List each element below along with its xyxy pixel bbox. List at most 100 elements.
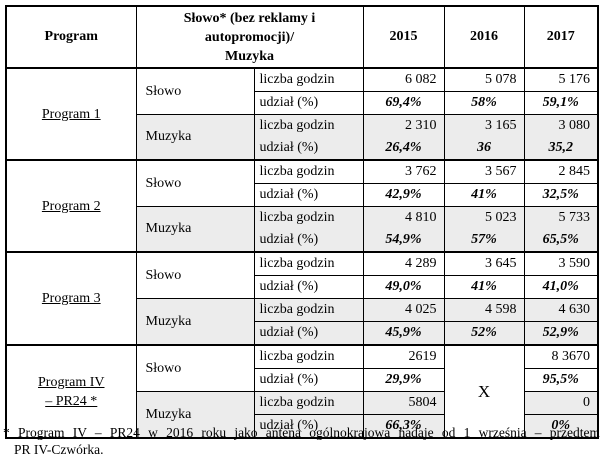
p2-muzyka-share-2017: 65,5% <box>523 228 599 253</box>
share-label: udział (%) <box>253 275 364 299</box>
hours-label: liczba godzin <box>253 251 364 276</box>
p3-muzyka-hours-2015: 4 025 <box>362 298 445 322</box>
p3-slowo-hours-2016: 3 645 <box>443 251 525 276</box>
p2-slowo-hours-2016: 3 567 <box>443 159 525 184</box>
header-slowo-muzyka-line3: Muzyka <box>225 48 274 64</box>
p4-slowo-hours-2015: 2619 <box>362 344 445 369</box>
p4-muzyka-hours-2015: 5804 <box>362 391 445 415</box>
p3-slowo-share-2015: 49,0% <box>362 275 445 299</box>
hours-label: liczba godzin <box>253 344 364 369</box>
program3-name-cell: Program 3 <box>5 251 137 346</box>
program3-muzyka-share-row: udział (%) 45,9% 52% 52,9% <box>6 321 599 346</box>
p2-slowo-share-2015: 42,9% <box>362 183 445 207</box>
p3-muzyka-hours-2017: 4 630 <box>523 298 599 322</box>
share-label: udział (%) <box>253 91 364 115</box>
program3-slowo-share-row: udział (%) 49,0% 41% 41,0% <box>6 275 599 299</box>
program4-slowo-label: Słowo <box>135 344 255 392</box>
p4-muzyka-share-2017: 0% <box>523 414 599 439</box>
p2-muzyka-share-2016: 57% <box>443 228 525 253</box>
program2-slowo-label: Słowo <box>135 159 255 207</box>
p2-slowo-share-2017: 32,5% <box>523 183 599 207</box>
table-header-row: Program Słowo* (bez reklamy i autopromoc… <box>5 5 599 69</box>
p1-muzyka-share-2015: 26,4% <box>362 136 445 161</box>
header-year-2016: 2016 <box>443 5 525 69</box>
program2-muzyka-share-row: udział (%) 54,9% 57% 65,5% <box>6 228 599 253</box>
p1-slowo-share-2015: 69,4% <box>362 91 445 115</box>
program4-muzyka-label: Muzyka <box>135 391 255 439</box>
p3-muzyka-hours-2016: 4 598 <box>443 298 525 322</box>
program2-name-cell: Program 2 <box>5 159 137 253</box>
program3-muzyka-label: Muzyka <box>135 298 255 346</box>
header-slowo-muzyka-line2: autopromocji)/ <box>204 29 295 45</box>
program2-slowo-share-row: udział (%) 42,9% 41% 32,5% <box>6 183 599 207</box>
p1-slowo-hours-2017: 5 176 <box>523 67 599 92</box>
p4-muzyka-share-2015: 66,3% <box>362 414 445 439</box>
p2-muzyka-hours-2015: 4 810 <box>362 206 445 229</box>
programs-table: Program Słowo* (bez reklamy i autopromoc… <box>5 5 600 439</box>
hours-label: liczba godzin <box>253 391 364 415</box>
p4-slowo-hours-2017: 8 3670 <box>523 344 599 369</box>
program2-muzyka-hours-row: Muzyka liczba godzin 4 810 5 023 5 733 <box>6 206 599 253</box>
p4-2016-merged-x: X <box>443 344 525 439</box>
p3-slowo-hours-2015: 4 289 <box>362 251 445 276</box>
program1-slowo-hours-row: Program 1 Słowo liczba godzin 6 082 5 07… <box>5 67 599 161</box>
program4-name-line1: Program IV <box>38 374 105 390</box>
share-label: udział (%) <box>253 183 364 207</box>
p1-muzyka-hours-2017: 3 080 <box>523 114 599 137</box>
program2-slowo-hours-row: Program 2 Słowo liczba godzin 3 762 3 56… <box>5 159 599 253</box>
p2-slowo-hours-2015: 3 762 <box>362 159 445 184</box>
program3-muzyka-hours-row: Muzyka liczba godzin 4 025 4 598 4 630 <box>6 298 599 346</box>
p4-muzyka-hours-2017: 0 <box>523 391 599 415</box>
p2-slowo-hours-2017: 2 845 <box>523 159 599 184</box>
footnote: * Program IV – PR24 w 2016 roku jako ant… <box>3 424 600 458</box>
p4-slowo-share-2017: 95,5% <box>523 368 599 392</box>
share-label: udział (%) <box>253 414 364 439</box>
share-label: udział (%) <box>253 368 364 392</box>
p1-muzyka-share-2016: 36 <box>443 136 525 161</box>
program1-slowo-label: Słowo <box>135 67 255 115</box>
p1-slowo-share-2016: 58% <box>443 91 525 115</box>
p1-slowo-hours-2016: 5 078 <box>443 67 525 92</box>
p2-muzyka-hours-2017: 5 733 <box>523 206 599 229</box>
hours-label: liczba godzin <box>253 67 364 92</box>
program4-name-line2: – PR24 * <box>45 393 98 409</box>
program4-name-cell: Program IV – PR24 * <box>5 344 137 439</box>
header-slowo-muzyka: Słowo* (bez reklamy i autopromocji)/ Muz… <box>135 5 364 69</box>
p1-muzyka-hours-2016: 3 165 <box>443 114 525 137</box>
program4-slowo-share-row: udział (%) 29,9% 95,5% <box>6 368 599 392</box>
program1-slowo-share-row: udział (%) 69,4% 58% 59,1% <box>6 91 599 115</box>
program4-muzyka-hours-row: Muzyka liczba godzin 5804 0 <box>6 391 599 439</box>
header-year-2015: 2015 <box>362 5 445 69</box>
p3-muzyka-share-2017: 52,9% <box>523 321 599 346</box>
p1-muzyka-share-2017: 35,2 <box>523 136 599 161</box>
program1-muzyka-label: Muzyka <box>135 114 255 161</box>
p2-muzyka-share-2015: 54,9% <box>362 228 445 253</box>
hours-label: liczba godzin <box>253 159 364 184</box>
p2-muzyka-hours-2016: 5 023 <box>443 206 525 229</box>
program4-slowo-hours-row: Program IV – PR24 * Słowo liczba godzin … <box>5 344 599 439</box>
share-label: udział (%) <box>253 136 364 161</box>
header-program: Program <box>5 5 137 69</box>
p3-slowo-share-2017: 41,0% <box>523 275 599 299</box>
programs-table-container: Program Słowo* (bez reklamy i autopromoc… <box>5 5 600 439</box>
header-slowo-muzyka-line1: Słowo* (bez reklamy i <box>183 10 316 26</box>
program1-name: Program 1 <box>41 106 101 122</box>
footnote-line2: PR IV-Czwórka. <box>14 442 104 457</box>
share-label: udział (%) <box>253 321 364 346</box>
hours-label: liczba godzin <box>253 206 364 229</box>
p3-muzyka-share-2016: 52% <box>443 321 525 346</box>
p3-slowo-hours-2017: 3 590 <box>523 251 599 276</box>
header-year-2017: 2017 <box>523 5 599 69</box>
p1-slowo-share-2017: 59,1% <box>523 91 599 115</box>
program3-name: Program 3 <box>41 291 101 306</box>
program4-muzyka-share-row: udział (%) 66,3% 0% <box>6 414 599 439</box>
p3-muzyka-share-2015: 45,9% <box>362 321 445 346</box>
p3-slowo-share-2016: 41% <box>443 275 525 299</box>
p1-muzyka-hours-2015: 2 310 <box>362 114 445 137</box>
program3-slowo-hours-row: Program 3 Słowo liczba godzin 4 289 3 64… <box>5 251 599 346</box>
program3-slowo-label: Słowo <box>135 251 255 299</box>
program1-name-cell: Program 1 <box>5 67 137 161</box>
hours-label: liczba godzin <box>253 298 364 322</box>
p1-slowo-hours-2015: 6 082 <box>362 67 445 92</box>
program1-muzyka-share-row: udział (%) 26,4% 36 35,2 <box>6 136 599 161</box>
